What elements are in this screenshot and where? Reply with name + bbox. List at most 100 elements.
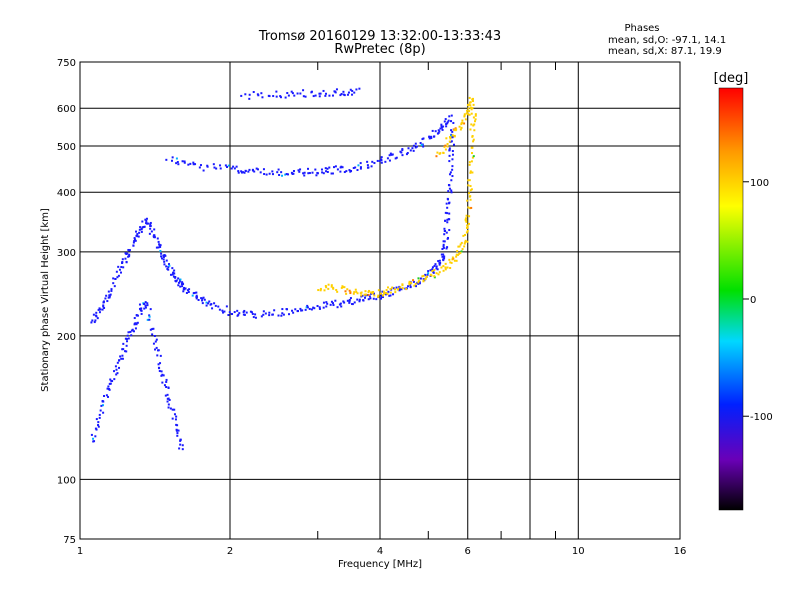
data-point <box>285 173 288 176</box>
data-point <box>167 263 170 266</box>
data-point <box>339 166 342 169</box>
data-point <box>326 170 329 173</box>
data-point <box>342 300 345 303</box>
data-point <box>113 285 116 288</box>
data-point <box>437 260 440 263</box>
data-point <box>331 94 334 97</box>
data-point <box>442 245 445 248</box>
data-point <box>436 268 439 271</box>
data-point <box>302 172 305 175</box>
data-point <box>326 302 329 305</box>
data-point <box>284 173 287 176</box>
data-point <box>120 271 123 274</box>
data-point <box>98 413 101 416</box>
colorbar-unit-label: [deg] <box>714 71 749 86</box>
y-tick-label: 400 <box>57 188 76 199</box>
data-point <box>349 292 352 295</box>
data-point <box>100 404 103 407</box>
data-point <box>118 359 121 362</box>
y-tick-label: 600 <box>57 104 76 115</box>
data-point <box>391 153 394 156</box>
x-tick-label: 2 <box>227 546 233 557</box>
data-point <box>124 252 127 255</box>
data-point <box>102 300 105 303</box>
data-point <box>377 294 380 297</box>
data-point <box>471 100 474 103</box>
data-point <box>125 350 128 353</box>
data-point <box>128 249 131 252</box>
data-point <box>286 173 289 176</box>
data-point <box>94 435 97 438</box>
data-point <box>463 242 466 245</box>
data-point <box>470 188 473 191</box>
data-point <box>436 151 439 154</box>
data-point <box>466 224 469 227</box>
data-point <box>469 198 472 201</box>
data-point <box>460 126 463 129</box>
data-point <box>471 171 474 174</box>
data-point <box>281 174 284 177</box>
data-point <box>141 220 144 223</box>
data-point <box>318 95 321 98</box>
data-point <box>388 154 391 157</box>
data-point <box>133 323 136 326</box>
data-point <box>418 279 421 282</box>
data-point <box>129 330 132 333</box>
colorbar-tick-label: 100 <box>750 178 769 189</box>
data-point <box>347 91 350 94</box>
data-point <box>124 257 127 260</box>
data-point <box>382 290 385 293</box>
data-point <box>241 171 244 174</box>
data-point <box>405 153 408 156</box>
data-point <box>268 95 271 98</box>
data-point <box>443 257 446 260</box>
data-point <box>430 137 433 140</box>
data-point <box>433 275 436 278</box>
data-point <box>334 165 337 168</box>
data-point <box>165 385 168 388</box>
data-point <box>174 418 177 421</box>
data-point <box>412 279 415 282</box>
data-point <box>248 93 251 96</box>
data-point <box>107 395 110 398</box>
data-point <box>433 276 436 279</box>
data-point <box>435 265 438 268</box>
data-point <box>136 321 139 324</box>
data-point <box>120 266 123 269</box>
data-point <box>435 155 438 158</box>
data-point <box>401 149 404 152</box>
data-point <box>173 269 176 272</box>
data-point <box>303 174 306 177</box>
data-point <box>302 95 305 98</box>
data-point <box>205 304 208 307</box>
data-point <box>150 230 153 233</box>
data-point <box>346 93 349 96</box>
data-point <box>463 122 466 125</box>
data-point <box>171 417 174 420</box>
data-point <box>117 265 120 268</box>
data-point <box>386 293 389 296</box>
data-point <box>389 291 392 294</box>
data-point <box>110 379 113 382</box>
data-point <box>351 89 354 92</box>
data-point <box>149 328 152 331</box>
data-point <box>168 398 171 401</box>
data-point <box>362 299 365 302</box>
data-point <box>389 152 392 155</box>
data-point <box>422 279 425 282</box>
data-point <box>359 166 362 169</box>
data-point <box>440 253 443 256</box>
data-point <box>243 313 246 316</box>
data-point <box>467 103 470 106</box>
data-point <box>447 202 450 205</box>
data-point <box>382 294 385 297</box>
data-point <box>134 239 137 242</box>
data-point <box>268 311 271 314</box>
data-point <box>208 300 211 303</box>
data-point <box>254 313 257 316</box>
data-point <box>443 229 446 232</box>
colorbar-tick-label: 0 <box>750 295 756 306</box>
data-point <box>472 116 475 119</box>
data-point <box>460 241 463 244</box>
data-point <box>407 285 410 288</box>
